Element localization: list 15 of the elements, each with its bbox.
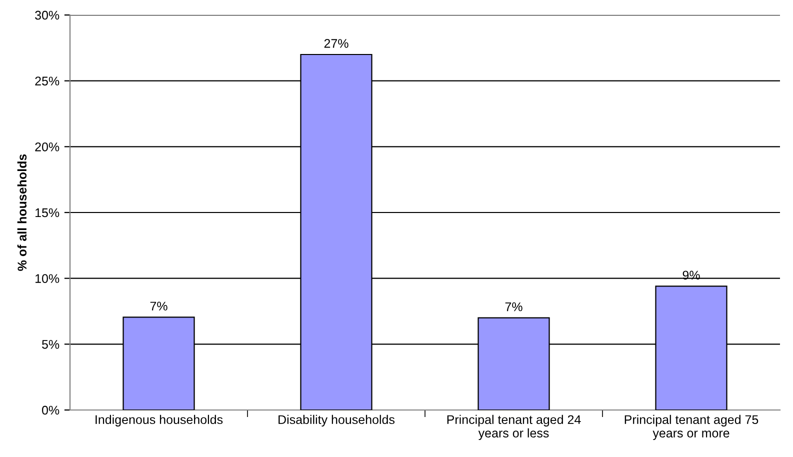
x-tick-label: Principal tenant aged 24 years or less xyxy=(447,414,581,440)
y-tick-label: 10% xyxy=(36,274,60,283)
y-axis-title: % of all households xyxy=(17,154,27,271)
y-tick-label: 20% xyxy=(35,142,60,152)
y-tick-label: 5% xyxy=(42,340,60,349)
x-tick-label: Principal tenant aged 75 years or more xyxy=(624,414,758,440)
data-label: 7% xyxy=(505,302,522,312)
x-tick-label: Disability households xyxy=(278,414,395,427)
y-tick-label: 30% xyxy=(35,10,60,20)
y-tick-label: 25% xyxy=(35,76,60,86)
y-tick-label: 15% xyxy=(36,208,60,218)
data-label: 27% xyxy=(324,39,348,48)
data-label: 7% xyxy=(150,302,168,310)
y-tick-label: 0% xyxy=(42,406,60,415)
x-tick-label: Indigenous households xyxy=(96,414,223,427)
